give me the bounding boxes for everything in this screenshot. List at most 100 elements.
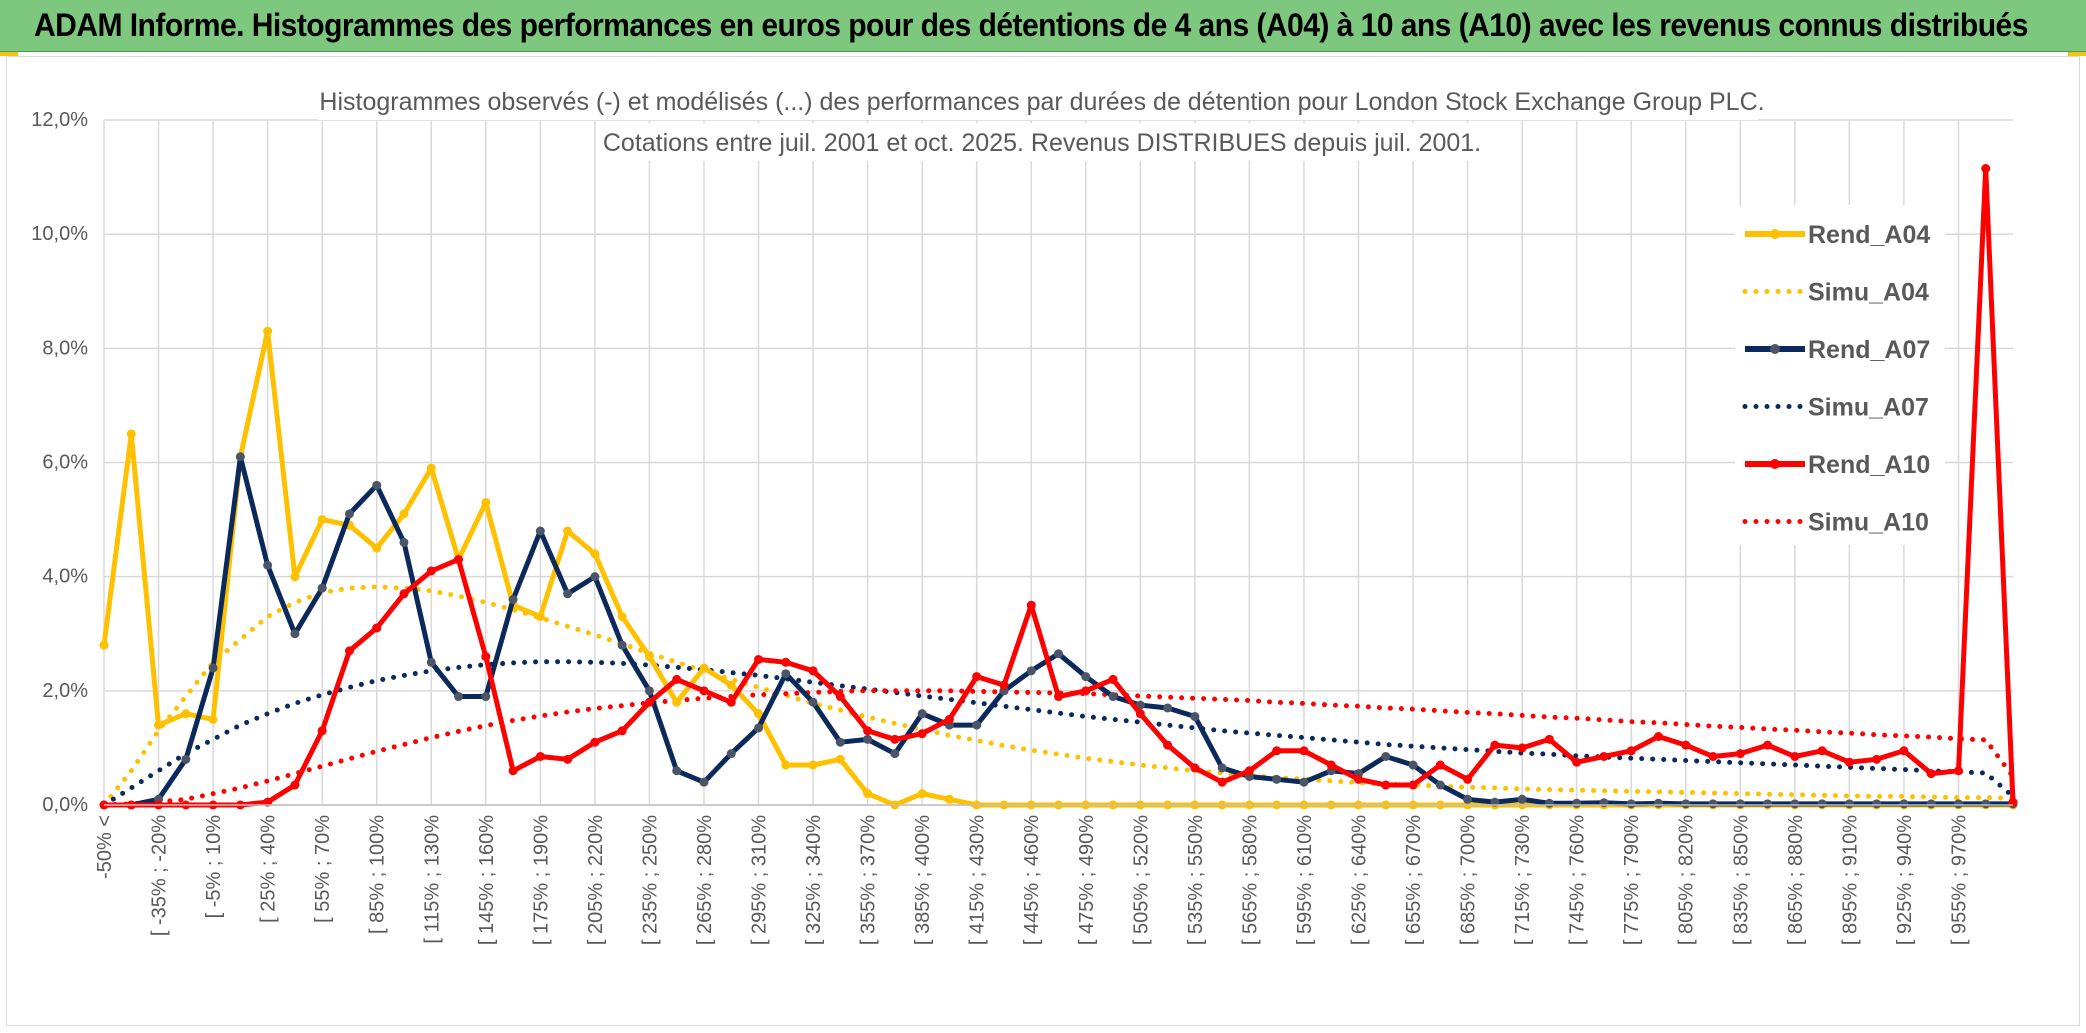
point-Rend_A04 <box>263 326 273 336</box>
point-Rend_A07 <box>263 560 273 570</box>
point-Rend_A10 <box>1490 740 1500 750</box>
point-Rend_A07 <box>1981 799 1991 809</box>
x-tick-label: [ 715% ; 730% <box>1512 815 1534 945</box>
point-Rend_A10 <box>1899 746 1909 756</box>
legend-marker-Rend_A07 <box>1770 344 1780 354</box>
point-Rend_A04 <box>372 543 382 553</box>
y-tick-label: 0,0% <box>42 794 88 816</box>
point-Rend_A07 <box>508 595 518 604</box>
point-Rend_A10 <box>481 652 491 662</box>
x-tick-label: [ 595% ; 610% <box>1294 815 1316 945</box>
x-tick-label: -50% < <box>94 815 116 879</box>
point-Rend_A07 <box>672 766 682 776</box>
x-tick-label: [ 835% ; 850% <box>1730 815 1752 945</box>
point-Rend_A07 <box>344 509 354 519</box>
point-Rend_A07 <box>1844 799 1854 809</box>
y-tick-label: 4,0% <box>42 566 88 588</box>
legend-label-Rend_A04: Rend_A04 <box>1808 221 1930 249</box>
point-Rend_A04 <box>290 572 300 582</box>
point-Rend_A10 <box>999 680 1009 690</box>
point-Rend_A10 <box>508 766 518 776</box>
point-Rend_A07 <box>290 629 300 639</box>
point-Rend_A07 <box>1408 760 1418 770</box>
point-Rend_A07 <box>726 749 736 759</box>
point-Rend_A07 <box>917 709 927 719</box>
x-tick-label: [ 895% ; 910% <box>1839 815 1861 945</box>
point-Rend_A07 <box>181 754 191 764</box>
point-Rend_A07 <box>1626 799 1636 809</box>
point-Rend_A10 <box>1381 780 1391 790</box>
point-Rend_A07 <box>1817 799 1827 809</box>
y-tick-label: 10,0% <box>31 223 88 245</box>
point-Rend_A10 <box>835 692 845 702</box>
point-Rend_A04 <box>535 612 545 622</box>
point-Rend_A04 <box>399 509 409 519</box>
point-Rend_A10 <box>917 729 927 739</box>
legend-marker-Rend_A04 <box>1770 229 1780 239</box>
corner-mark-right <box>2068 52 2086 56</box>
x-tick-label: [ 385% ; 400% <box>912 815 934 945</box>
point-Rend_A10 <box>1026 600 1036 610</box>
legend-marker-Rend_A10 <box>1770 459 1780 469</box>
point-Rend_A04 <box>808 760 818 770</box>
point-Rend_A07 <box>617 640 627 650</box>
x-tick-label: [ 445% ; 460% <box>1021 815 1043 945</box>
point-Rend_A07 <box>863 734 873 744</box>
banner-title: ADAM Informe. Histogrammes des performan… <box>34 7 2028 43</box>
chart-subtitle: Cotations entre juil. 2001 et oct. 2025.… <box>603 129 1481 157</box>
point-Rend_A07 <box>1926 799 1936 809</box>
point-Rend_A07 <box>1572 798 1582 808</box>
point-Rend_A10 <box>1708 751 1718 761</box>
point-Rend_A10 <box>1353 774 1363 784</box>
legend-label-Simu_A04: Simu_A04 <box>1808 279 1929 307</box>
point-Rend_A10 <box>1981 164 1991 174</box>
legend-label-Rend_A10: Rend_A10 <box>1808 451 1930 479</box>
point-Rend_A07 <box>1081 672 1091 682</box>
point-Rend_A10 <box>1326 760 1336 770</box>
point-Rend_A07 <box>235 452 245 462</box>
point-Rend_A07 <box>1544 798 1554 808</box>
point-Rend_A04 <box>181 709 191 719</box>
chart-frame <box>6 56 2080 1026</box>
point-Rend_A07 <box>590 572 600 582</box>
series-line-Simu_A10 <box>101 688 2016 808</box>
series-line-Simu_A04 <box>101 584 2016 808</box>
point-Rend_A07 <box>1653 798 1663 808</box>
point-Rend_A07 <box>1599 798 1609 808</box>
point-Rend_A10 <box>1299 746 1309 756</box>
point-Rend_A07 <box>1054 649 1063 659</box>
point-Rend_A04 <box>126 429 136 439</box>
point-Rend_A07 <box>1108 692 1118 702</box>
point-Rend_A07 <box>208 663 218 673</box>
grid-layer <box>103 119 2013 806</box>
point-Rend_A07 <box>481 692 491 702</box>
point-Rend_A07 <box>399 537 409 547</box>
point-Rend_A10 <box>1572 757 1582 767</box>
point-Rend_A07 <box>1953 799 1963 809</box>
point-Rend_A10 <box>1844 757 1854 767</box>
point-Rend_A10 <box>399 589 409 599</box>
x-tick-label: [ 925% ; 940% <box>1894 815 1916 945</box>
point-Rend_A10 <box>808 666 818 676</box>
point-Rend_A07 <box>426 657 436 667</box>
point-Rend_A10 <box>781 657 791 667</box>
x-tick-label: [ 325% ; 340% <box>803 815 825 945</box>
point-Rend_A10 <box>1435 760 1445 770</box>
corner-mark-left <box>0 52 18 56</box>
x-tick-label: [ -5% ; 10% <box>203 815 225 919</box>
point-Rend_A10 <box>1517 743 1527 753</box>
x-tick-label: [ 565% ; 580% <box>1239 815 1261 945</box>
point-Rend_A04 <box>154 720 164 730</box>
point-Rend_A10 <box>563 754 573 764</box>
point-Rend_A10 <box>1817 746 1827 756</box>
point-Rend_A07 <box>1190 712 1200 722</box>
point-Rend_A10 <box>863 726 873 736</box>
legend-background <box>1735 205 1945 545</box>
x-tick-label: [ 865% ; 880% <box>1785 815 1807 945</box>
point-Rend_A10 <box>1463 774 1473 784</box>
y-tick-label: 6,0% <box>42 452 88 474</box>
point-Rend_A10 <box>1081 686 1091 696</box>
point-Rend_A10 <box>672 674 682 684</box>
point-Rend_A07 <box>1517 794 1527 804</box>
